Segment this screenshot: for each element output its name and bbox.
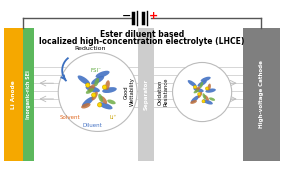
Ellipse shape: [197, 80, 207, 87]
Ellipse shape: [96, 71, 110, 78]
Ellipse shape: [94, 78, 99, 86]
Text: Oxidation
Resistance: Oxidation Resistance: [157, 78, 168, 106]
Ellipse shape: [98, 94, 103, 102]
Text: −: −: [122, 11, 131, 21]
Ellipse shape: [200, 82, 203, 88]
Text: High-voltage Cathode: High-voltage Cathode: [259, 60, 264, 129]
Text: FSI⁻: FSI⁻: [91, 68, 102, 73]
Ellipse shape: [193, 88, 204, 92]
Text: +: +: [149, 11, 158, 21]
Circle shape: [198, 93, 201, 96]
Ellipse shape: [209, 97, 215, 101]
Circle shape: [91, 93, 96, 97]
Ellipse shape: [190, 100, 197, 104]
Bar: [23, 28, 34, 161]
Ellipse shape: [107, 99, 116, 104]
Ellipse shape: [85, 86, 100, 92]
Ellipse shape: [99, 102, 112, 109]
Text: Good
Wettability: Good Wettability: [124, 78, 135, 106]
Bar: [243, 28, 280, 161]
Circle shape: [193, 85, 197, 89]
Ellipse shape: [201, 77, 211, 82]
Ellipse shape: [88, 84, 95, 92]
Ellipse shape: [102, 87, 117, 93]
Ellipse shape: [191, 95, 199, 103]
Ellipse shape: [100, 96, 107, 104]
Bar: [4, 28, 23, 161]
Ellipse shape: [204, 95, 209, 101]
Text: Solvent: Solvent: [60, 115, 80, 120]
Bar: [138, 28, 154, 161]
Ellipse shape: [91, 91, 98, 100]
Text: Diluent: Diluent: [83, 123, 103, 128]
Ellipse shape: [78, 75, 90, 85]
Ellipse shape: [203, 99, 213, 105]
Circle shape: [97, 103, 102, 107]
Ellipse shape: [188, 80, 197, 87]
Text: Ester diluent based: Ester diluent based: [100, 30, 184, 39]
Text: Reduction: Reduction: [74, 46, 106, 51]
Ellipse shape: [202, 93, 206, 99]
Text: Inorganic-rich SEI: Inorganic-rich SEI: [26, 70, 31, 119]
Circle shape: [86, 83, 90, 87]
Ellipse shape: [81, 103, 91, 108]
Text: Li⁺: Li⁺: [110, 115, 117, 120]
Ellipse shape: [105, 80, 110, 90]
Ellipse shape: [198, 92, 202, 98]
Ellipse shape: [86, 88, 94, 94]
Ellipse shape: [208, 84, 211, 91]
Ellipse shape: [195, 86, 201, 92]
Text: Separator: Separator: [143, 79, 149, 110]
Circle shape: [206, 87, 209, 90]
Text: Li Anode: Li Anode: [11, 80, 16, 109]
Circle shape: [58, 53, 137, 131]
Ellipse shape: [82, 97, 94, 107]
Ellipse shape: [205, 88, 216, 93]
Circle shape: [103, 85, 107, 89]
Ellipse shape: [91, 76, 104, 85]
Circle shape: [202, 100, 205, 103]
Circle shape: [173, 63, 232, 122]
Ellipse shape: [194, 89, 199, 93]
Text: localized high-concentration electrolyte (LHCE): localized high-concentration electrolyte…: [39, 37, 245, 46]
